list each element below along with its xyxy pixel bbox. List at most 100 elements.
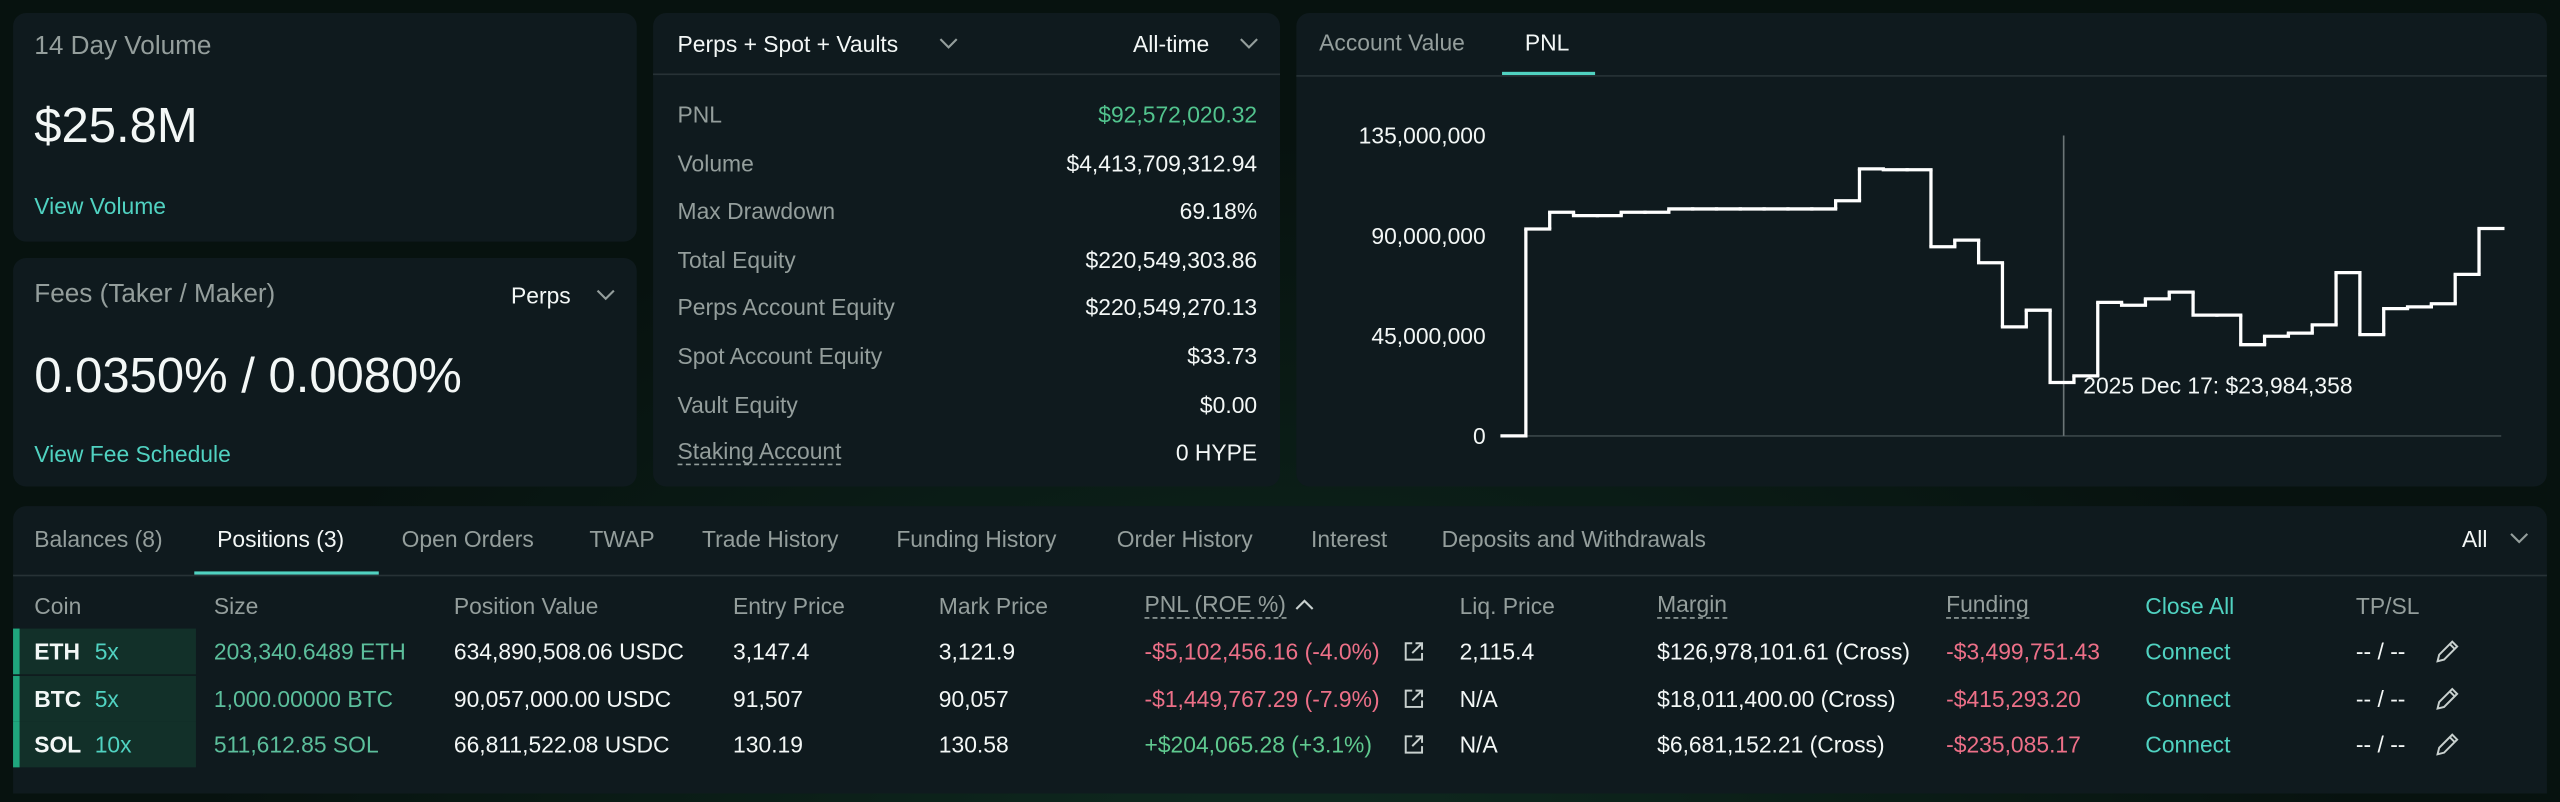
summary-value: $4,413,709,312.94 bbox=[1066, 149, 1258, 176]
size: 1,000.00000 BTC bbox=[213, 685, 394, 712]
coin-cell bbox=[13, 628, 196, 675]
chevron-icon bbox=[939, 38, 958, 49]
close[interactable]: Connect bbox=[2145, 731, 2231, 758]
coin-cell bbox=[13, 675, 196, 721]
tab[interactable]: Balances (8) bbox=[34, 525, 163, 552]
column-header: Margin bbox=[1657, 591, 1728, 619]
mark-price: 130.58 bbox=[938, 731, 1009, 758]
tab[interactable]: Positions (3) bbox=[217, 525, 345, 552]
chart-card bbox=[1296, 13, 2547, 487]
leverage: 5x bbox=[94, 638, 119, 665]
mark-price: 3,121.9 bbox=[938, 638, 1016, 665]
entry-price: 3,147.4 bbox=[733, 638, 810, 665]
y-tick-label: 90,000,000 bbox=[1371, 223, 1485, 249]
pnl-chart: 0 45,000,000 90,000,000 135,000,000 2025 Dec… bbox=[1359, 123, 2505, 449]
summary-label: Perps Account Equity bbox=[677, 294, 895, 321]
close[interactable]: Connect bbox=[2145, 638, 2231, 665]
tab-underline bbox=[194, 571, 379, 575]
chart-tab[interactable]: Account Value bbox=[1319, 29, 1465, 56]
tooltip: 2025 Dec 17: $23,984,358 bbox=[2083, 372, 2352, 398]
tab[interactable]: Open Orders bbox=[401, 525, 534, 552]
summary-label: Total Equity bbox=[677, 246, 796, 273]
column-header: Funding bbox=[1946, 591, 2029, 619]
summary-label: PNL bbox=[677, 101, 723, 128]
fees-card bbox=[13, 257, 637, 487]
y-tick-label: 135,000,000 bbox=[1359, 123, 1486, 149]
positions-panel bbox=[13, 506, 2547, 794]
summary-value: $92,572,020.32 bbox=[1098, 101, 1258, 128]
pnl: -$5,102,456.16 (-4.0%) bbox=[1144, 638, 1380, 665]
summary-card bbox=[653, 13, 1280, 487]
y-tick-label: 45,000,000 bbox=[1371, 323, 1485, 349]
edit-icon[interactable] bbox=[2434, 685, 2460, 711]
entry-price: 91,507 bbox=[733, 685, 803, 712]
big-value: 0.0350% / 0.0080% bbox=[34, 349, 462, 404]
chevron-icon bbox=[596, 289, 615, 301]
tab[interactable]: Deposits and Withdrawals bbox=[1441, 525, 1706, 552]
pnl: +$204,065.28 (+3.1%) bbox=[1144, 731, 1372, 758]
tab[interactable]: TWAP bbox=[589, 525, 655, 552]
mark-price: 90,057 bbox=[938, 685, 1009, 712]
summary-label: Max Drawdown bbox=[677, 197, 836, 224]
summary-label: Vault Equity bbox=[677, 391, 798, 418]
leverage: 10x bbox=[94, 731, 132, 758]
link[interactable]: View Fee Schedule bbox=[34, 440, 231, 467]
chevron-icon bbox=[2510, 533, 2529, 544]
tpsl: -- / -- bbox=[2355, 685, 2406, 712]
card-title: Fees (Taker / Maker) bbox=[34, 280, 276, 309]
liq-price: N/A bbox=[1459, 685, 1498, 712]
tab[interactable]: Trade History bbox=[702, 525, 839, 552]
summary-value: $0.00 bbox=[1199, 391, 1258, 418]
coin: SOL bbox=[34, 731, 82, 758]
size: 511,612.85 SOL bbox=[213, 731, 379, 758]
funding: -$3,499,751.43 bbox=[1946, 638, 2100, 665]
summary-label: Spot Account Equity bbox=[677, 342, 883, 369]
divider bbox=[653, 73, 1280, 76]
filter[interactable]: All bbox=[2462, 525, 2488, 552]
funding: -$235,085.17 bbox=[1946, 731, 2081, 758]
tpsl: -- / -- bbox=[2355, 638, 2406, 665]
summary-value: $33.73 bbox=[1187, 342, 1258, 369]
tab[interactable]: Order History bbox=[1116, 525, 1253, 552]
liq-price: 2,115.4 bbox=[1459, 638, 1535, 665]
summary-value: 69.18% bbox=[1179, 197, 1258, 224]
column-header[interactable]: Close All bbox=[2145, 592, 2235, 619]
position-value: 66,811,522.08 USDC bbox=[453, 731, 670, 758]
edit-icon[interactable] bbox=[2434, 732, 2460, 758]
column-header[interactable]: PNL (ROE %) bbox=[1144, 591, 1286, 619]
column-header: Mark Price bbox=[938, 592, 1049, 619]
liq-price: N/A bbox=[1459, 731, 1498, 758]
column-header: Size bbox=[213, 592, 259, 619]
column-header: Liq. Price bbox=[1459, 592, 1555, 619]
external-link-icon[interactable] bbox=[1402, 640, 1425, 663]
period-selector[interactable]: All-time bbox=[1133, 31, 1210, 58]
pnl: -$1,449,767.29 (-7.9%) bbox=[1144, 685, 1380, 712]
column-header: Coin bbox=[34, 592, 82, 619]
leverage: 5x bbox=[94, 685, 119, 712]
edit-icon[interactable] bbox=[2434, 638, 2460, 664]
scope-selector[interactable]: Perps + Spot + Vaults bbox=[677, 31, 899, 58]
tab[interactable]: Interest bbox=[1311, 525, 1388, 552]
close[interactable]: Connect bbox=[2145, 685, 2231, 712]
summary-label: Volume bbox=[677, 149, 754, 176]
tab[interactable]: Funding History bbox=[896, 525, 1057, 552]
link[interactable]: View Volume bbox=[34, 192, 167, 219]
coin: ETH bbox=[34, 638, 80, 665]
selector[interactable]: Perps bbox=[511, 282, 571, 309]
entry-price: 130.19 bbox=[733, 731, 803, 758]
coin: BTC bbox=[34, 685, 82, 712]
y-tick-label: 0 bbox=[1473, 423, 1486, 449]
column-header: Position Value bbox=[453, 592, 599, 619]
card-title: 14 Day Volume bbox=[34, 32, 212, 61]
volume-card bbox=[13, 13, 637, 242]
big-value: $25.8M bbox=[34, 99, 198, 154]
external-link-icon[interactable] bbox=[1402, 687, 1425, 710]
external-link-icon[interactable] bbox=[1402, 733, 1425, 756]
summary-value: $220,549,303.86 bbox=[1085, 246, 1258, 273]
chart-tab[interactable]: PNL bbox=[1524, 29, 1570, 56]
tab-underline bbox=[1502, 71, 1596, 76]
margin: $6,681,152.21 (Cross) bbox=[1657, 731, 1885, 758]
size: 203,340.6489 ETH bbox=[213, 638, 406, 665]
